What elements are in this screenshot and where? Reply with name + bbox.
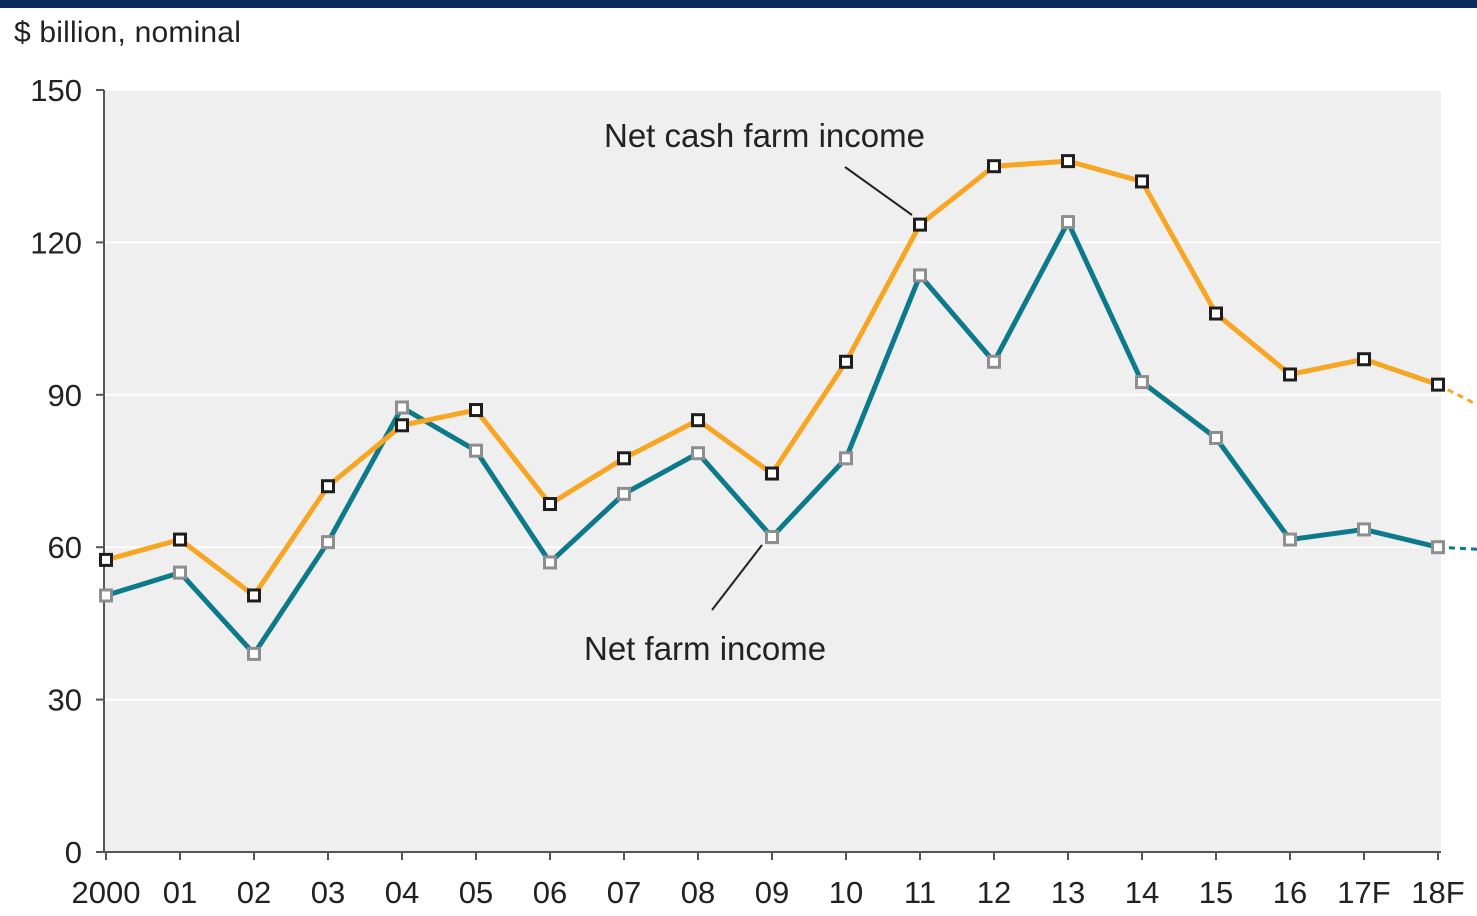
x-tick-label: 04: [385, 875, 419, 910]
data-point-net-farm-income: [1283, 532, 1297, 547]
x-tick-label: 05: [459, 875, 493, 910]
data-point-net-farm-income: [839, 451, 853, 466]
x-tick-label: 03: [311, 875, 345, 910]
x-tick-label: 10: [829, 875, 863, 910]
header-bar: [0, 0, 1477, 8]
y-axis-unit-label: $ billion, nominal: [14, 16, 242, 49]
x-tick-label: 2000: [72, 875, 141, 910]
data-point-net-cash-farm-income: [543, 497, 557, 512]
data-point-net-cash-farm-income: [1357, 352, 1371, 367]
gridlines: [104, 89, 1441, 701]
data-point-net-cash-farm-income: [395, 418, 409, 433]
y-tick-label: 120: [30, 225, 82, 260]
data-point-net-cash-farm-income: [173, 532, 187, 547]
data-point-net-farm-income: [321, 535, 335, 550]
annotation-net-cash-farm-income: Net cash farm income: [604, 117, 925, 154]
data-point-net-cash-farm-income: [691, 413, 705, 428]
x-tick-label: 09: [755, 875, 789, 910]
data-point-net-farm-income: [987, 354, 1001, 369]
x-tick-label: 12: [977, 875, 1011, 910]
data-point-net-cash-farm-income: [321, 479, 335, 494]
y-tick-label: 90: [48, 378, 82, 413]
y-axis: 0 30 60 90 120 150: [30, 73, 105, 870]
data-point-net-farm-income: [1357, 522, 1371, 537]
data-point-net-farm-income: [543, 555, 557, 570]
x-tick-label: 01: [163, 875, 197, 910]
x-tick-label: 14: [1125, 875, 1159, 910]
x-tick-label: 06: [533, 875, 567, 910]
data-point-net-cash-farm-income: [1061, 154, 1075, 169]
data-point-net-cash-farm-income: [1431, 377, 1445, 392]
data-point-net-cash-farm-income: [1209, 306, 1223, 321]
data-point-net-farm-income: [469, 443, 483, 458]
data-point-net-cash-farm-income: [1283, 367, 1297, 382]
x-tick-label: 13: [1051, 875, 1085, 910]
data-point-net-cash-farm-income: [617, 451, 631, 466]
annotation-net-farm-income: Net farm income: [584, 630, 826, 667]
data-point-net-cash-farm-income: [247, 588, 261, 603]
x-tick-label: 11: [904, 875, 936, 910]
data-point-net-cash-farm-income: [987, 159, 1001, 174]
x-tick-label: 17F: [1337, 875, 1390, 910]
x-tick-label: 15: [1199, 875, 1233, 910]
y-tick-label: 60: [48, 530, 82, 565]
data-point-net-cash-farm-income: [1135, 174, 1149, 189]
data-point-net-cash-farm-income: [839, 354, 853, 369]
data-point-net-farm-income: [913, 268, 927, 283]
data-point-net-farm-income: [691, 446, 705, 461]
data-point-net-farm-income: [1209, 430, 1223, 445]
x-tick-label: 02: [237, 875, 271, 910]
data-point-net-farm-income: [1061, 215, 1075, 230]
data-point-net-farm-income: [173, 565, 187, 580]
data-point-net-cash-farm-income: [765, 466, 779, 481]
data-point-net-farm-income: [1431, 540, 1445, 555]
y-tick-label: 30: [48, 683, 82, 718]
x-tick-label: 16: [1273, 875, 1307, 910]
data-point-net-farm-income: [247, 646, 261, 661]
data-point-net-cash-farm-income: [469, 403, 483, 418]
y-tick-label: 150: [30, 73, 82, 108]
data-point-net-farm-income: [617, 486, 631, 501]
x-tick-label: 18F: [1411, 875, 1464, 910]
x-axis: 2000 01 02 03 04 05 06 07 08 09 10 11 12 13 14 15 16 17F 1…: [72, 851, 1465, 910]
x-tick-label: 08: [681, 875, 715, 910]
annotation-leader-net-cash: [844, 166, 913, 216]
series-markers: [99, 154, 1445, 661]
x-tick-label: 07: [607, 875, 641, 910]
data-point-net-cash-farm-income: [913, 217, 927, 232]
data-point-net-farm-income: [1135, 375, 1149, 390]
series-forecast-extension-net-cash-farm-income: [1437, 383, 1477, 406]
annotations: Net cash farm income Net farm income: [584, 117, 925, 667]
data-point-net-farm-income: [395, 400, 409, 415]
data-point-net-cash-farm-income: [99, 552, 113, 567]
data-point-net-farm-income: [99, 588, 113, 603]
data-point-net-farm-income: [765, 530, 779, 545]
annotation-leader-net-farm: [711, 544, 763, 611]
y-tick-label: 0: [65, 835, 82, 870]
